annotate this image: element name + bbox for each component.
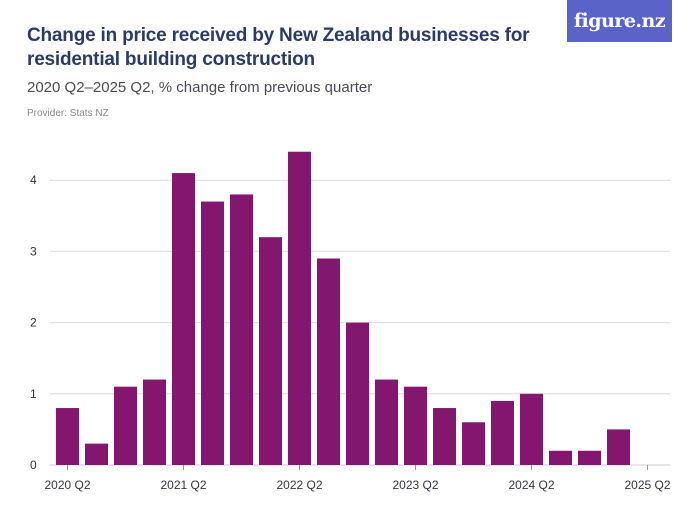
x-tick-label: 2021 Q2	[160, 478, 206, 492]
data-provider: Provider: Stats NZ	[27, 108, 109, 119]
x-tick-label: 2025 Q2	[624, 478, 670, 492]
y-tick-label: 3	[30, 244, 37, 258]
y-tick-label: 1	[30, 387, 37, 401]
y-tick-label: 0	[30, 458, 37, 472]
bar-2021-q4[interactable]	[230, 194, 253, 465]
bar-2022-q2[interactable]	[288, 151, 311, 465]
bar-2020-q2[interactable]	[56, 408, 79, 465]
bar-2022-q4[interactable]	[346, 322, 369, 465]
bar-2024-q2[interactable]	[520, 393, 543, 465]
bar-2023-q4[interactable]	[462, 422, 485, 465]
bar-2023-q2[interactable]	[404, 386, 427, 465]
bar-2021-q1[interactable]	[143, 379, 166, 465]
bar-2024-q1[interactable]	[491, 400, 514, 465]
bar-2022-q3[interactable]	[317, 258, 340, 465]
y-tick-label: 4	[30, 173, 37, 187]
x-tick-label: 2020 Q2	[44, 478, 90, 492]
y-tick-label: 2	[30, 316, 37, 330]
bar-2020-q4[interactable]	[114, 386, 137, 465]
bar-2023-q3[interactable]	[433, 408, 456, 465]
bar-2021-q3[interactable]	[201, 201, 224, 465]
bar-2022-q1[interactable]	[259, 237, 282, 465]
x-tick-label: 2022 Q2	[276, 478, 322, 492]
bar-2021-q2[interactable]	[172, 173, 195, 465]
bar-2024-q3[interactable]	[549, 450, 572, 465]
chart-subtitle: 2020 Q2–2025 Q2, % change from previous …	[27, 79, 373, 96]
bar-2020-q3[interactable]	[85, 443, 108, 465]
bar-2024-q4[interactable]	[578, 450, 601, 465]
x-tick-label: 2023 Q2	[392, 478, 438, 492]
bar-2023-q1[interactable]	[375, 379, 398, 465]
figure-nz-logo[interactable]: figure.nz	[567, 0, 672, 42]
chart-title: Change in price received by New Zealand …	[27, 25, 530, 70]
bar-2025-q1[interactable]	[607, 429, 630, 465]
x-tick-label: 2024 Q2	[508, 478, 554, 492]
